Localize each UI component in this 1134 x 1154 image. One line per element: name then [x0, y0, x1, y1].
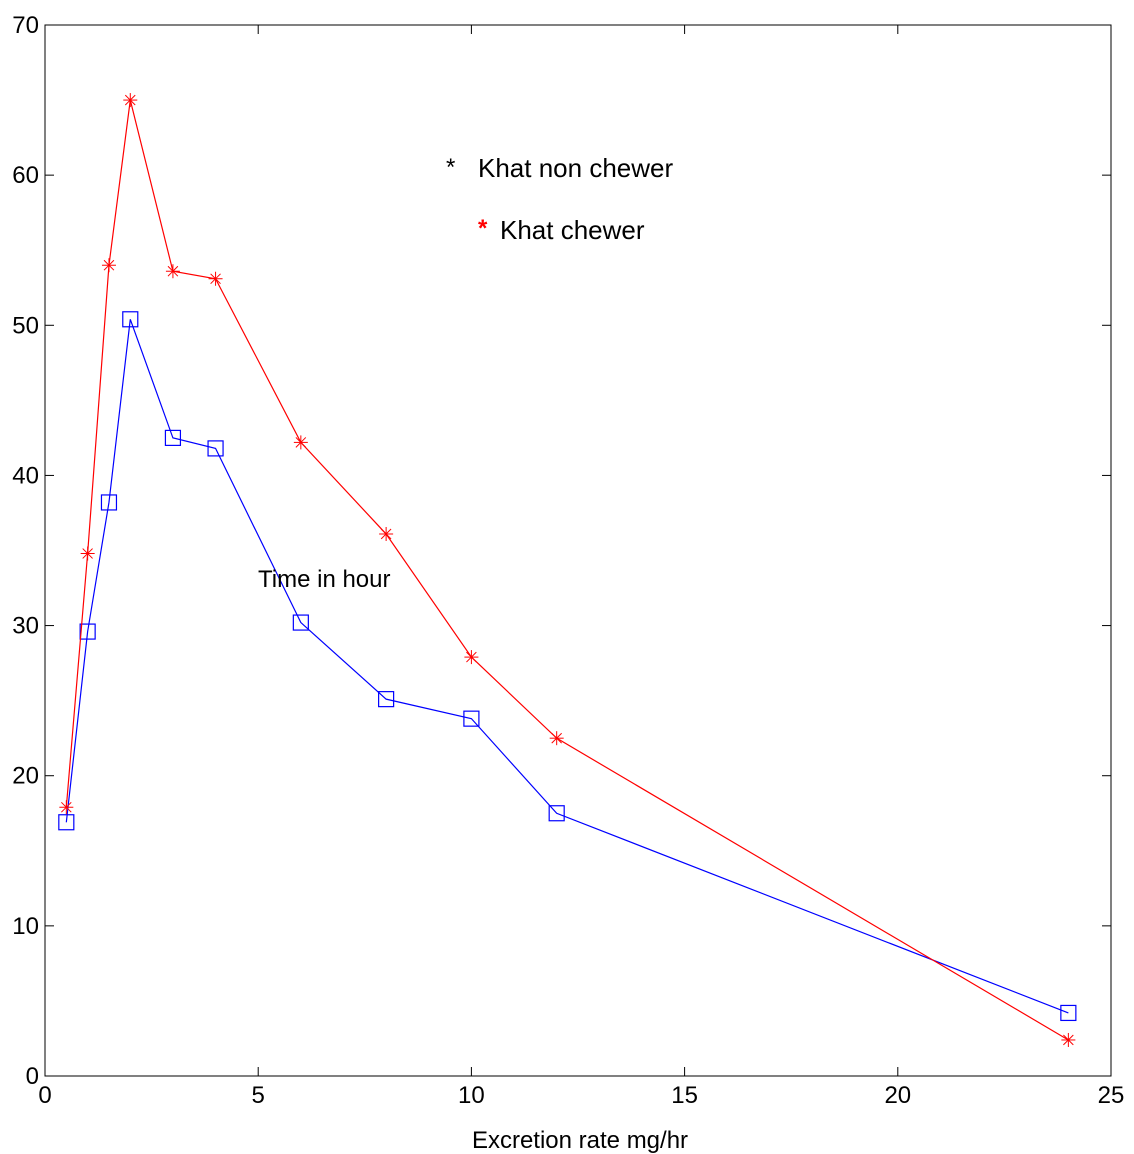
plot-area: [44, 24, 1112, 1077]
y-tick-label: 40: [12, 462, 39, 489]
legend-label-non-chewer: Khat non chewer: [478, 153, 673, 183]
data-point-square: [292, 614, 309, 631]
data-point-square: [122, 311, 139, 328]
series-1: [59, 93, 1076, 1047]
data-point-asterisk: [80, 546, 95, 561]
series-layer: [58, 93, 1077, 1047]
x-axis-label: Excretion rate mg/hr: [472, 1127, 688, 1154]
y-tick-label: 10: [12, 913, 39, 940]
y-tick-label: 60: [12, 162, 39, 189]
y-tick-label: 20: [12, 763, 39, 790]
data-point-asterisk: [1061, 1032, 1076, 1047]
data-point-asterisk: [123, 93, 138, 108]
legend-marker-non-chewer: *: [446, 154, 455, 181]
data-point-square: [463, 710, 480, 727]
data-point-asterisk: [379, 526, 394, 541]
y-tick-label: 30: [12, 613, 39, 640]
x-tick-label: 5: [252, 1082, 265, 1109]
x-tick-label: 0: [38, 1082, 51, 1109]
data-point-asterisk: [549, 731, 564, 746]
data-point-square: [164, 429, 182, 446]
annotation-text: Time in hour: [258, 566, 391, 593]
data-point-square: [58, 814, 75, 831]
data-point-square: [548, 805, 565, 822]
legend-marker-chewer: *: [478, 215, 488, 242]
data-point-asterisk: [464, 650, 479, 665]
data-point-asterisk: [165, 264, 180, 279]
x-tick-label: 25: [1098, 1082, 1125, 1109]
data-point-square: [100, 494, 118, 511]
series-line: [65, 319, 1069, 1014]
x-tick-label: 10: [458, 1082, 485, 1109]
x-tick-label: 15: [671, 1082, 698, 1109]
y-tick-label: 0: [26, 1063, 39, 1090]
data-point-square: [378, 691, 395, 708]
data-point-square: [79, 623, 96, 640]
data-point-asterisk: [59, 800, 74, 815]
y-tick-label: 50: [12, 312, 39, 339]
data-point-square: [207, 440, 224, 457]
x-tick-label: 20: [884, 1082, 911, 1109]
axis-ticks: 0 5 10 15 20 25 0 10 20 30 40 50 60 70: [12, 12, 1124, 1109]
data-point-asterisk: [101, 258, 116, 273]
legend: * Khat non chewer * Khat chewer: [446, 153, 673, 245]
series-0: [58, 311, 1077, 1022]
data-point-square: [1060, 1004, 1077, 1022]
y-tick-label: 70: [12, 12, 39, 39]
data-point-asterisk: [208, 271, 223, 286]
legend-label-chewer: Khat chewer: [500, 215, 645, 245]
data-point-asterisk: [293, 435, 308, 450]
